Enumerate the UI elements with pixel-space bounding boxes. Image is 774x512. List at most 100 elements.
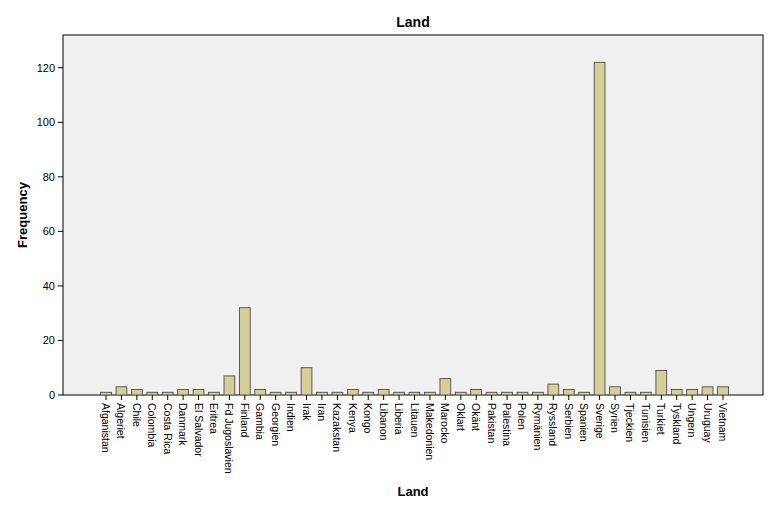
x-tick <box>476 395 477 400</box>
x-tick <box>306 395 307 400</box>
x-tick-label: Makedonien <box>424 403 436 460</box>
bar <box>131 390 142 395</box>
x-tick <box>383 395 384 400</box>
y-tick-label: 120 <box>37 62 55 74</box>
bar <box>671 390 682 395</box>
x-tick <box>599 395 600 400</box>
bar <box>239 308 250 395</box>
x-tick <box>275 395 276 400</box>
x-tick <box>445 395 446 400</box>
x-tick-label: Liberia <box>393 403 405 435</box>
bar <box>625 392 636 395</box>
y-tick <box>58 67 63 68</box>
y-tick <box>58 231 63 232</box>
x-tick <box>106 395 107 400</box>
x-tick <box>352 395 353 400</box>
bar <box>193 390 204 395</box>
bar <box>533 392 544 395</box>
x-tick <box>260 395 261 400</box>
x-tick <box>121 395 122 400</box>
bar <box>687 390 698 395</box>
x-tick-label: Chile <box>131 403 143 427</box>
x-tick-label: Libanon <box>378 403 390 441</box>
x-tick <box>676 395 677 400</box>
bar <box>162 392 173 395</box>
y-tick-label: 20 <box>43 334 55 346</box>
x-tick <box>414 395 415 400</box>
bar <box>579 392 590 395</box>
x-tick-label: Oklart <box>455 403 467 431</box>
bar <box>486 392 497 395</box>
x-tick <box>507 395 508 400</box>
x-tick-label: Rymänien <box>532 403 544 450</box>
x-tick-label: Irak <box>301 403 313 421</box>
x-tick-label: Uruguay <box>702 403 714 443</box>
y-tick <box>58 285 63 286</box>
y-tick <box>58 340 63 341</box>
x-tick-label: Kongo <box>362 403 374 434</box>
bar <box>409 392 420 395</box>
chart: Land020406080100120FrequencyAfganistanAl… <box>0 0 774 512</box>
bar <box>702 387 713 395</box>
x-tick <box>198 395 199 400</box>
x-tick <box>183 395 184 400</box>
bar <box>270 392 281 395</box>
x-tick-label: Eritrea <box>208 403 220 434</box>
x-tick-label: Indien <box>285 403 297 432</box>
x-tick <box>429 395 430 400</box>
x-tick <box>584 395 585 400</box>
bar <box>255 390 266 395</box>
bar <box>347 390 358 395</box>
y-tick-label: 60 <box>43 225 55 237</box>
bar <box>610 387 621 395</box>
x-tick <box>291 395 292 400</box>
y-tick <box>58 122 63 123</box>
x-tick-label: Marocko <box>439 403 451 443</box>
bar <box>286 392 297 395</box>
x-tick <box>321 395 322 400</box>
bar <box>656 370 667 395</box>
bar <box>209 392 220 395</box>
x-tick-label: Litauen <box>409 403 421 438</box>
x-tick <box>136 395 137 400</box>
bar <box>440 379 451 395</box>
bar <box>548 384 559 395</box>
y-tick <box>58 176 63 177</box>
y-tick-label: 100 <box>37 116 55 128</box>
bar <box>594 62 605 395</box>
x-tick-label: Okänt <box>470 403 482 431</box>
x-tick-label: Kenya <box>347 403 359 433</box>
x-tick <box>553 395 554 400</box>
bar <box>116 387 127 395</box>
x-tick <box>368 395 369 400</box>
bar <box>317 392 328 395</box>
bar <box>425 392 436 395</box>
bar <box>147 392 158 395</box>
x-tick-label: Algeriet <box>115 403 127 439</box>
x-tick-label: Sverige <box>594 403 606 439</box>
x-tick <box>167 395 168 400</box>
x-tick <box>692 395 693 400</box>
bar <box>301 368 312 395</box>
x-tick-label: Tyskland <box>671 403 683 445</box>
x-tick-label: Serbien <box>563 403 575 439</box>
bar <box>517 392 528 395</box>
bar <box>363 392 374 395</box>
x-axis-label: Land <box>397 484 428 499</box>
x-tick-label: Ungern <box>686 403 698 438</box>
x-tick <box>615 395 616 400</box>
x-tick <box>522 395 523 400</box>
x-tick <box>568 395 569 400</box>
y-axis-label: Frequency <box>15 181 30 248</box>
bar <box>101 392 112 395</box>
x-tick <box>661 395 662 400</box>
x-tick <box>707 395 708 400</box>
x-tick <box>723 395 724 400</box>
x-tick-label: Danmark <box>177 403 189 446</box>
x-tick-label: Tjeckien <box>624 403 636 442</box>
bars <box>101 62 729 395</box>
bar <box>502 392 513 395</box>
bar <box>378 390 389 395</box>
x-tick-label: Costa Rica <box>162 403 174 455</box>
x-tick <box>213 395 214 400</box>
